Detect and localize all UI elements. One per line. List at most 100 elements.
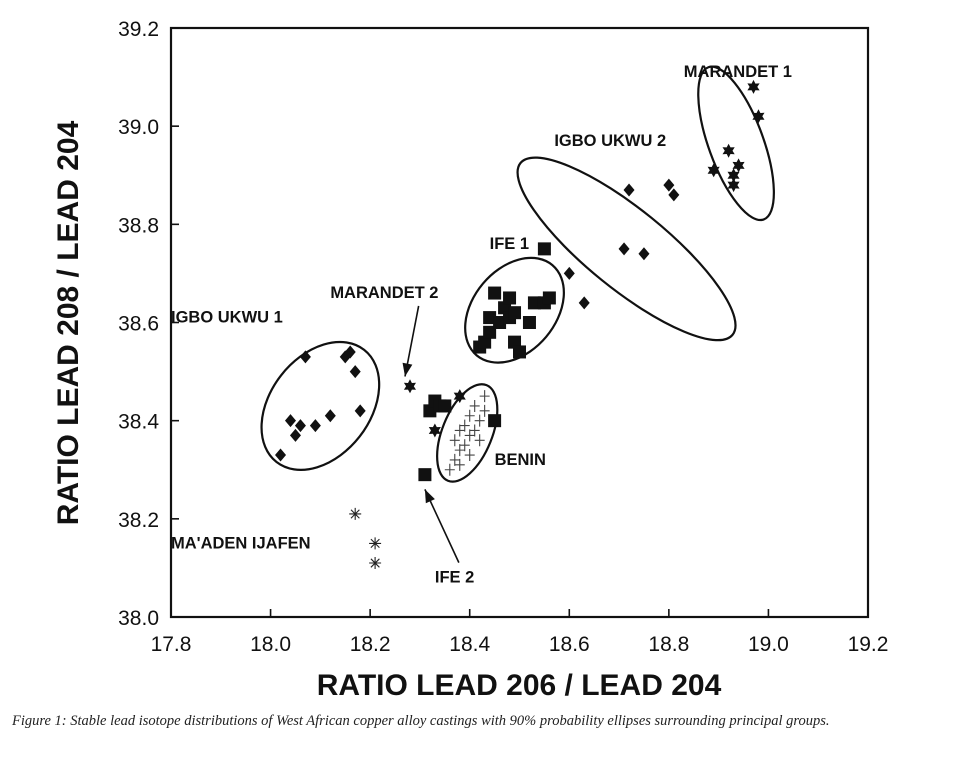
x-axis-label: RATIO LEAD 206 / LEAD 204 — [317, 669, 722, 702]
y-tick-label: 38.8 — [118, 214, 159, 237]
point-marandet-2 — [428, 423, 441, 438]
point-ife-2 — [488, 414, 502, 428]
arrowhead-ife-2 — [424, 489, 435, 504]
point-igbo-ukwu-1 — [289, 428, 301, 442]
point-benin — [469, 399, 480, 412]
label-marandet-2: MARANDET 2 — [330, 284, 438, 302]
annotation-arrows — [402, 305, 460, 563]
ellipse-igbo-ukwu-2 — [516, 156, 737, 342]
point-benin — [474, 414, 485, 427]
point-ife-2 — [423, 404, 437, 418]
point-marandet-1 — [747, 79, 760, 94]
ellipse-ife-1 — [464, 256, 565, 364]
x-tick-label: 17.8 — [151, 633, 192, 656]
point-igbo-ukwu-1 — [344, 345, 356, 359]
label-ma-aden-ijafen: MA'ADEN IJAFEN — [171, 534, 311, 552]
label-ife-1: IFE 1 — [490, 235, 529, 253]
point-igbo-ukwu-2 — [668, 188, 680, 202]
point-marandet-2 — [453, 389, 466, 404]
label-igbo-ukwu-2: IGBO UKWU 2 — [554, 132, 666, 150]
label-benin: BENIN — [495, 451, 546, 469]
point-ife-1 — [508, 306, 522, 320]
series-ife-1 — [473, 242, 556, 359]
probability-ellipses — [260, 65, 775, 483]
figure-caption: Figure 1: Stable lead isotope distributi… — [12, 713, 830, 729]
point-ife-1 — [508, 335, 522, 349]
point-ma-aden-ijafen — [349, 507, 362, 520]
point-benin — [479, 404, 490, 417]
point-marandet-1 — [727, 168, 740, 183]
point-ma-aden-ijafen — [369, 557, 382, 569]
point-igbo-ukwu-1 — [349, 365, 361, 379]
x-axis-ticks: 17.8 18.0 18.2 18.4 18.6 18.8 19.0 19.2 — [151, 609, 889, 656]
y-axis-label: RATIO LEAD 208 / LEAD 204 — [52, 120, 85, 525]
ellipse-igbo-ukwu-1 — [260, 340, 381, 471]
point-benin — [459, 439, 470, 452]
point-ife-1 — [503, 291, 517, 305]
point-igbo-ukwu-1 — [324, 409, 336, 423]
x-tick-label: 19.0 — [748, 633, 789, 656]
point-benin — [464, 429, 475, 442]
point-ife-1 — [498, 301, 512, 315]
point-igbo-ukwu-1 — [284, 414, 296, 428]
ellipse-marandet-1 — [697, 65, 775, 222]
y-tick-label: 39.2 — [118, 18, 159, 41]
point-benin — [469, 424, 480, 437]
series-ife-2 — [418, 394, 502, 482]
point-benin — [454, 458, 465, 471]
y-tick-label: 38.0 — [118, 607, 159, 630]
point-igbo-ukwu-2 — [618, 242, 630, 256]
point-ife-1 — [483, 325, 497, 339]
point-marandet-1 — [727, 178, 740, 193]
point-benin — [454, 444, 465, 457]
point-marandet-1 — [752, 109, 765, 124]
point-igbo-ukwu-1 — [299, 350, 311, 364]
x-tick-label: 18.2 — [350, 633, 391, 656]
y-tick-label: 38.6 — [118, 313, 159, 336]
point-igbo-ukwu-1 — [275, 448, 287, 462]
point-ife-1 — [537, 242, 551, 256]
point-ife-1 — [542, 291, 556, 305]
y-axis-ticks: 38.0 38.2 38.4 38.6 38.8 39.0 39.2 — [118, 18, 179, 630]
point-benin — [449, 434, 460, 447]
data-points — [275, 79, 765, 569]
x-tick-label: 18.4 — [449, 633, 490, 656]
point-ife-1 — [527, 296, 541, 310]
series-ma-aden-ijafen — [349, 507, 382, 569]
y-tick-label: 38.2 — [118, 509, 159, 532]
x-tick-label: 18.8 — [648, 633, 689, 656]
point-marandet-1 — [722, 143, 735, 158]
point-igbo-ukwu-1 — [294, 419, 306, 433]
x-tick-label: 18.6 — [549, 633, 590, 656]
y-tick-label: 39.0 — [118, 116, 159, 139]
series-benin — [444, 390, 490, 476]
series-marandet-1 — [707, 79, 765, 193]
x-tick-label: 19.2 — [848, 633, 889, 656]
point-benin — [464, 449, 475, 462]
point-ife-1 — [513, 345, 526, 359]
label-igbo-ukwu-1: IGBO UKWU 1 — [171, 309, 283, 327]
ellipse-benin — [436, 383, 499, 483]
point-ife-1 — [483, 311, 497, 325]
label-marandet-1: MARANDET 1 — [684, 63, 792, 81]
point-ife-1 — [522, 316, 536, 329]
label-ife-2: IFE 2 — [435, 569, 474, 587]
point-ife-1 — [493, 316, 507, 329]
point-igbo-ukwu-2 — [638, 247, 650, 261]
point-marandet-1 — [732, 158, 745, 173]
point-ife-1 — [488, 286, 502, 300]
point-benin — [459, 419, 470, 432]
point-marandet-2 — [403, 379, 416, 394]
series-igbo-ukwu-2 — [563, 178, 680, 310]
point-ife-2 — [418, 468, 432, 482]
point-igbo-ukwu-2 — [663, 178, 675, 192]
x-tick-label: 18.0 — [250, 633, 291, 656]
point-benin — [444, 463, 455, 476]
point-ma-aden-ijafen — [369, 537, 382, 550]
arrow-ife-2 — [424, 489, 460, 563]
point-igbo-ukwu-1 — [309, 419, 321, 433]
series-marandet-2 — [403, 379, 466, 438]
point-benin — [479, 390, 490, 403]
group-labels: MARANDET 1 IGBO UKWU 2 IFE 1 MARANDET 2 IGBO… — [171, 63, 792, 587]
